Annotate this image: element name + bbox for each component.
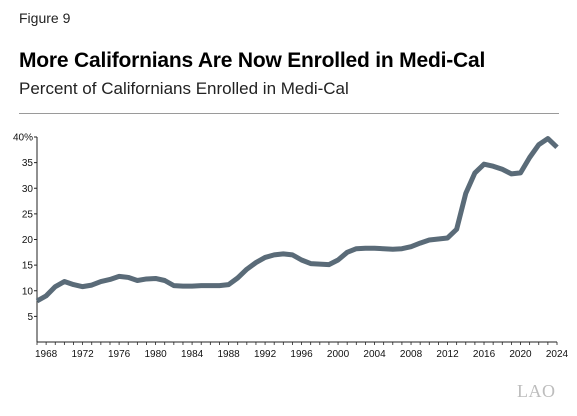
x-tick-label: 1968 — [35, 349, 58, 360]
data-point — [290, 252, 295, 257]
x-tick-label: 1980 — [144, 349, 167, 360]
data-point — [153, 276, 158, 281]
x-tick-label: 1972 — [71, 349, 94, 360]
data-point — [162, 278, 167, 283]
data-point — [62, 279, 67, 284]
data-point — [363, 246, 368, 251]
data-point — [98, 279, 103, 284]
y-axis: 5 10 15 20 25 30 35 40% — [13, 133, 37, 323]
data-point — [180, 284, 185, 289]
data-point — [399, 246, 404, 251]
data-point — [253, 260, 258, 265]
data-point — [135, 278, 140, 283]
data-point — [171, 283, 176, 288]
data-point — [409, 244, 414, 249]
y-tick-label: 5 — [27, 312, 33, 323]
data-point — [518, 170, 523, 175]
data-point — [326, 262, 331, 267]
x-axis: 1968 1972 1976 1980 1984 1988 1992 1996 2000 2004… — [35, 342, 569, 360]
data-point — [454, 227, 459, 232]
x-tick-label: 2004 — [363, 349, 386, 360]
data-point — [190, 284, 195, 289]
x-tick-label: 2020 — [509, 349, 532, 360]
data-point — [472, 170, 477, 175]
data-point — [208, 283, 213, 288]
x-tick-label: 1976 — [108, 349, 131, 360]
data-point — [226, 282, 231, 287]
data-point — [199, 283, 204, 288]
data-point — [53, 284, 58, 289]
data-point — [308, 261, 313, 266]
data-point — [500, 167, 505, 172]
data-point — [272, 252, 277, 257]
data-point — [354, 246, 359, 251]
y-tick-label: 35 — [22, 158, 34, 169]
data-point — [263, 255, 268, 260]
data-point — [44, 293, 49, 298]
lao-logo: LAO — [517, 381, 556, 401]
y-tick-label: 10 — [22, 286, 34, 297]
data-point — [527, 155, 532, 160]
data-point — [299, 258, 304, 263]
data-point — [545, 136, 550, 141]
data-point — [555, 145, 560, 150]
data-point — [117, 274, 122, 279]
data-point — [317, 262, 322, 267]
y-tick-label: 25 — [22, 209, 34, 220]
data-point — [445, 235, 450, 240]
data-point — [345, 250, 350, 255]
y-tick-label: 40% — [13, 133, 33, 144]
x-tick-label: 2000 — [327, 349, 350, 360]
data-point — [463, 191, 468, 196]
data-point — [71, 282, 76, 287]
series-line — [35, 136, 559, 304]
data-point — [126, 275, 131, 280]
x-tick-label: 1984 — [181, 349, 204, 360]
data-point — [372, 246, 377, 251]
data-point — [107, 277, 112, 282]
y-tick-label: 30 — [22, 184, 34, 195]
x-tick-label: 2024 — [546, 349, 569, 360]
data-point — [381, 246, 386, 251]
data-point — [244, 267, 249, 272]
x-tick-label: 1996 — [290, 349, 313, 360]
data-point — [418, 241, 423, 246]
chart-title: More Californians Are Now Enrolled in Me… — [19, 49, 486, 72]
y-tick-label: 20 — [22, 235, 34, 246]
data-point — [390, 247, 395, 252]
x-tick-label: 2012 — [436, 349, 459, 360]
x-tick-label: 1988 — [217, 349, 240, 360]
title-divider — [19, 113, 559, 114]
data-point — [436, 236, 441, 241]
data-point — [235, 275, 240, 280]
data-point — [509, 171, 514, 176]
data-point — [427, 238, 432, 243]
figure-label: Figure 9 — [19, 10, 71, 26]
x-tick-label: 1992 — [254, 349, 277, 360]
x-tick-label: 2016 — [473, 349, 496, 360]
data-point — [336, 258, 341, 263]
series-layer — [35, 136, 560, 304]
data-point — [217, 283, 222, 288]
data-point — [281, 251, 286, 256]
data-point — [536, 142, 541, 147]
y-tick-label: 15 — [22, 261, 34, 272]
chart-subtitle: Percent of Californians Enrolled in Medi… — [19, 79, 349, 98]
data-point — [491, 164, 496, 169]
x-tick-label: 2008 — [400, 349, 423, 360]
data-point — [144, 276, 149, 281]
data-point — [35, 299, 40, 304]
data-point — [89, 283, 94, 288]
data-point — [482, 162, 487, 167]
data-point — [80, 284, 85, 289]
